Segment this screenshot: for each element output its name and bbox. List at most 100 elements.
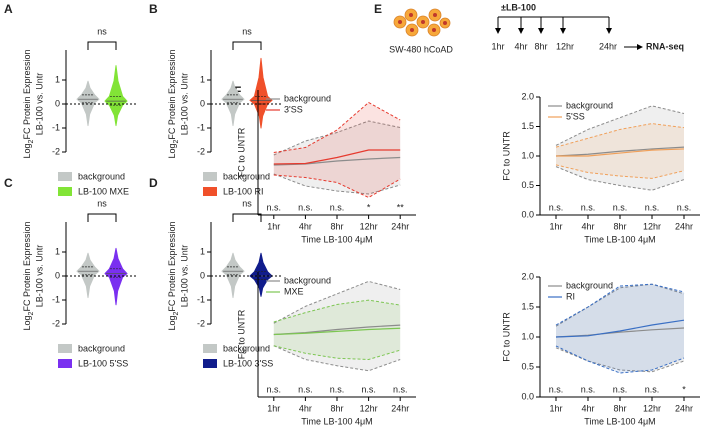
legend-label: background [78,171,125,181]
significance-label: * [367,202,371,212]
y-axis-label-part: Log [22,315,32,330]
treatment: ±LB-100 [501,2,536,12]
significance-label: n.s. [645,202,660,212]
legend-swatch [203,187,217,196]
y-tick-label: 0.0 [521,391,534,401]
significance-label: n.s. [267,202,282,212]
significance-label: ns [97,198,107,208]
y-tick-label: 1 [200,246,205,256]
y-axis-label-part: FC Protein Expression [167,222,177,312]
y-axis-label-sub: 2 [173,139,180,143]
y-tick-label: 0.5 [521,361,534,371]
y-axis-label: LB-100 vs. Untr [179,73,189,136]
y-tick-label: 1.5 [521,301,534,311]
significance-label: n.s. [298,202,313,212]
y-tick-label: -2 [197,318,205,328]
x-tick-label: 4hr [299,221,312,231]
x-tick-label: 8hr [613,403,626,413]
band [273,281,401,371]
y-tick-label: 1.0 [521,331,534,341]
x-tick-label: 8hr [330,403,343,413]
band-upper [555,283,685,327]
y-tick-label: -2 [52,318,60,328]
y-axis-label-sub: 2 [28,311,35,315]
y-tick-label: -1 [197,122,205,132]
band [273,102,401,198]
x-tick-label: 12hr [643,221,661,231]
legend-label: background [566,280,613,290]
y-tick-label: 1.5 [521,121,534,131]
y-tick-label: -2 [52,146,60,156]
y-axis-label-part: Log [167,315,177,330]
violin [76,80,100,127]
y-tick-label: 0 [200,270,205,280]
violin [104,247,128,306]
legend-label: background [78,343,125,353]
legend-swatch [58,344,72,353]
y-axis-label: LB-100 vs. Untr [34,73,44,136]
x-tick-label: 4hr [581,221,594,231]
y-axis-label: Log2FC Protein Expression [22,50,34,159]
x-tick-label: 12hr [643,403,661,413]
y-axis-label: FC to UNTR [236,309,246,359]
y-tick-label: -1 [52,294,60,304]
significance-label: n.s. [581,202,596,212]
y-tick-label: 1 [55,74,60,84]
legend-label: background [566,100,613,110]
x-tick-label: 24hr [675,221,693,231]
violin [249,252,273,297]
y-axis-label-part: FC Protein Expression [167,50,177,140]
significance-label: ns [242,198,252,208]
significance-label: n.s. [549,384,564,394]
y-axis-label-sub: 2 [28,139,35,143]
y-tick-label: 1.0 [521,150,534,160]
x-tick-label: 12hr [360,221,378,231]
significance-label: ns [242,26,252,36]
significance-label: n.s. [330,384,345,394]
violin [249,57,273,129]
cell-line: SW-480 hCoAD [389,44,453,54]
band-lower [555,347,685,373]
y-tick-label: 1 [200,74,205,84]
x-tick-label: 1hr [549,403,562,413]
y-tick-label: 0.5 [521,180,534,190]
readout: RNA-seq [646,41,684,51]
panel-letter: B [149,2,158,16]
x-axis-label: Time LB-100 4μM [301,234,372,244]
legend-label: LB-100 5'SS [78,358,128,368]
violin [76,252,100,299]
y-axis-label: FC to UNTR [501,312,511,362]
legend-label: 3'SS [284,104,303,114]
significance-bracket [87,41,117,50]
panel-letter: C [4,176,13,190]
cells-icon [393,8,451,37]
line [273,149,401,165]
significance-label: n.s. [677,202,692,212]
band-lower [555,166,685,191]
y-axis-label: LB-100 vs. Untr [179,245,189,308]
x-tick-label: 8hr [613,221,626,231]
legend-swatch [58,359,72,368]
x-axis-label: Time LB-100 4μM [584,416,655,426]
band-upper [273,120,401,156]
y-axis-label-part: Log [167,143,177,158]
x-tick-label: 1hr [267,403,280,413]
line [555,319,685,338]
legend-label: MXE [284,286,304,296]
x-tick-label: 1hr [549,221,562,231]
y-axis-label: FC to UNTR [236,127,246,177]
panel-letter: E [374,2,382,16]
significance-label: n.s. [613,384,628,394]
y-tick-label: 2.0 [521,271,534,281]
violin [104,65,128,127]
x-tick-label: 24hr [391,221,409,231]
x-tick-label: 4hr [299,403,312,413]
significance-label: n.s. [330,202,345,212]
y-axis-label-sub: 2 [173,311,180,315]
significance-label: n.s. [298,384,313,394]
timepoint: 24hr [599,41,617,51]
timepoint: 1hr [491,41,504,51]
band-lower [273,345,401,372]
significance-label: ** [397,202,405,212]
y-axis-label-part: FC Protein Expression [22,222,32,312]
